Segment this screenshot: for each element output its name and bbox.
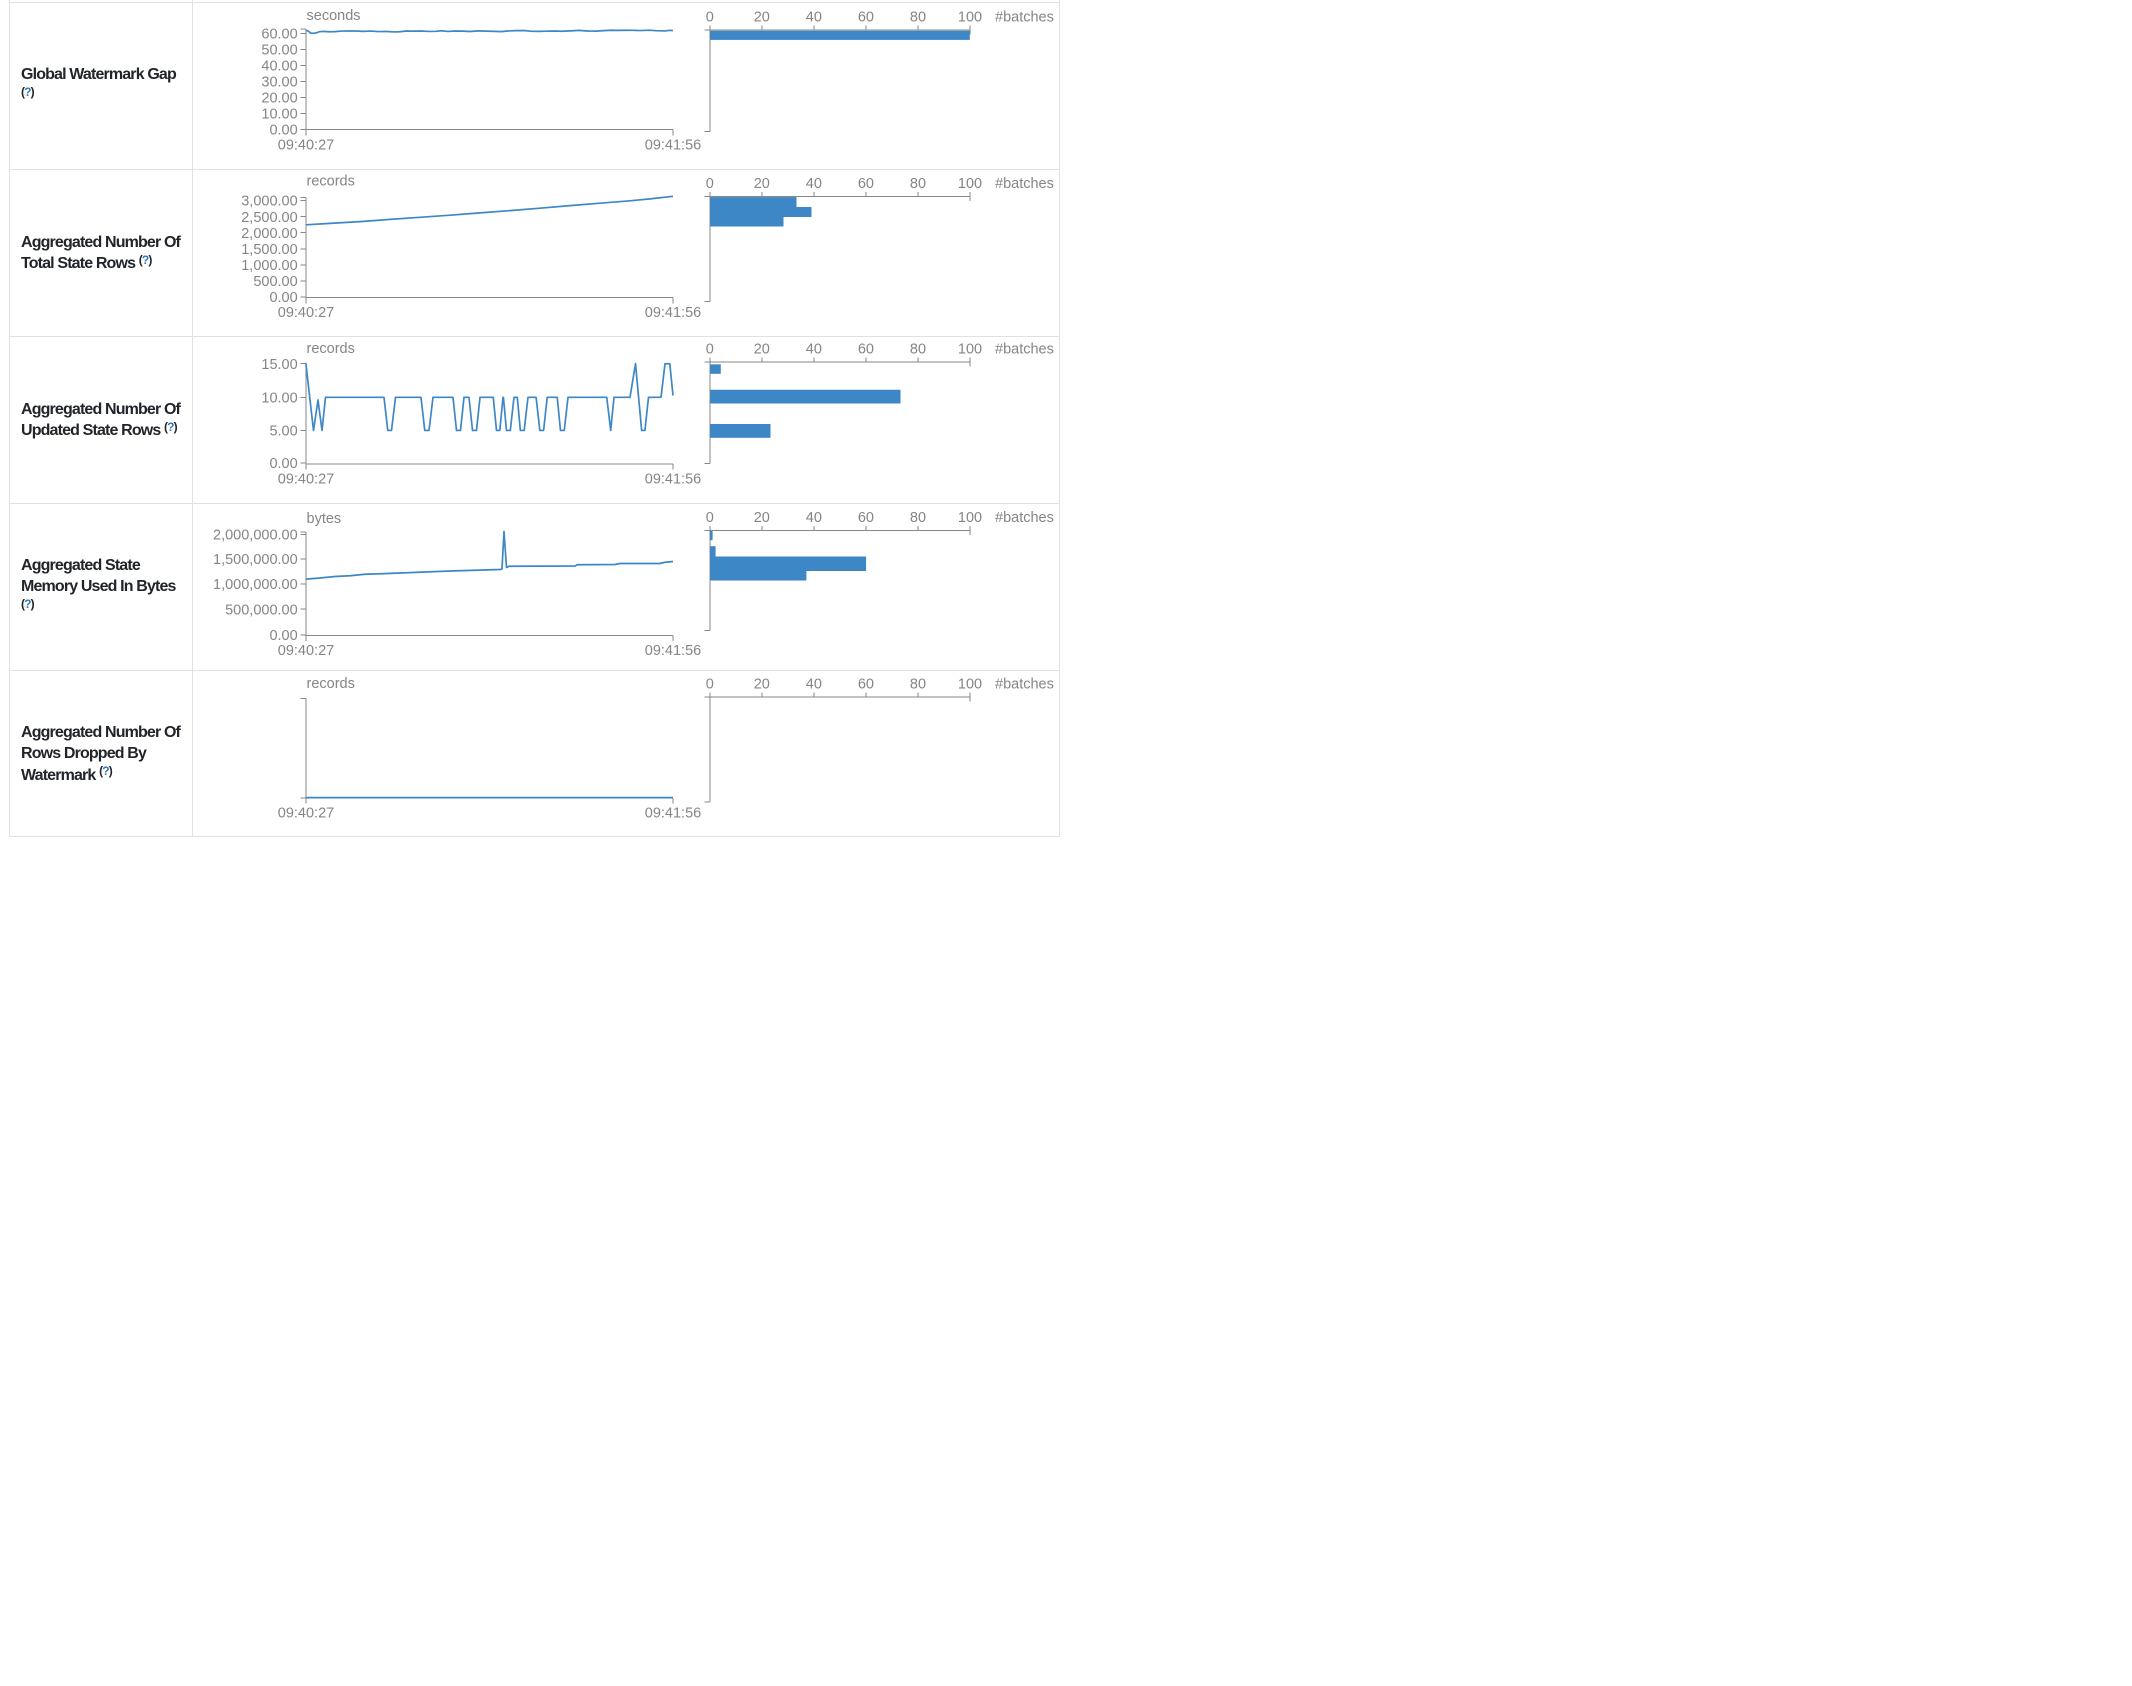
svg-text:0: 0	[706, 677, 714, 693]
svg-text:1,500,000.00: 1,500,000.00	[213, 552, 298, 568]
svg-text:20.00: 20.00	[261, 91, 297, 107]
svg-text:0.00: 0.00	[269, 290, 297, 306]
svg-text:0: 0	[706, 342, 714, 358]
svg-text:500.00: 500.00	[253, 274, 297, 290]
svg-text:40: 40	[806, 677, 822, 693]
svg-text:records: records	[307, 676, 355, 692]
svg-text:0: 0	[706, 510, 714, 526]
svg-text:20: 20	[754, 342, 770, 358]
svg-text:#batches: #batches	[995, 342, 1054, 358]
svg-text:100: 100	[958, 510, 982, 526]
svg-text:09:40:27: 09:40:27	[278, 643, 334, 659]
svg-text:2,000,000.00: 2,000,000.00	[213, 527, 298, 543]
svg-text:40: 40	[806, 342, 822, 358]
svg-text:60: 60	[858, 176, 874, 192]
svg-text:0.00: 0.00	[269, 628, 297, 644]
svg-text:1,500.00: 1,500.00	[241, 242, 297, 258]
svg-text:09:41:56: 09:41:56	[645, 305, 701, 321]
svg-text:bytes: bytes	[307, 511, 342, 527]
svg-text:60: 60	[858, 510, 874, 526]
svg-text:#batches: #batches	[995, 510, 1054, 526]
svg-text:80: 80	[910, 10, 926, 26]
svg-text:40: 40	[806, 176, 822, 192]
svg-text:1,000.00: 1,000.00	[241, 258, 297, 274]
svg-text:0: 0	[706, 10, 714, 26]
svg-text:100: 100	[958, 342, 982, 358]
svg-text:100: 100	[958, 176, 982, 192]
svg-text:0.00: 0.00	[269, 456, 297, 472]
svg-text:records: records	[307, 174, 355, 190]
svg-text:20: 20	[754, 10, 770, 26]
svg-text:09:40:27: 09:40:27	[278, 805, 334, 821]
svg-text:40: 40	[806, 510, 822, 526]
svg-text:10.00: 10.00	[261, 107, 297, 123]
svg-text:2,500.00: 2,500.00	[241, 210, 297, 226]
svg-text:500,000.00: 500,000.00	[225, 602, 298, 618]
svg-text:#batches: #batches	[995, 10, 1054, 26]
svg-text:09:41:56: 09:41:56	[645, 472, 701, 488]
svg-text:60: 60	[858, 10, 874, 26]
svg-text:2,000.00: 2,000.00	[241, 226, 297, 242]
svg-text:40: 40	[806, 10, 822, 26]
svg-text:20: 20	[754, 176, 770, 192]
svg-text:80: 80	[910, 342, 926, 358]
svg-text:records: records	[307, 341, 355, 357]
svg-text:09:40:27: 09:40:27	[278, 305, 334, 321]
svg-text:50.00: 50.00	[261, 43, 297, 59]
svg-text:80: 80	[910, 176, 926, 192]
svg-text:60.00: 60.00	[261, 27, 297, 43]
svg-text:15.00: 15.00	[261, 357, 297, 373]
svg-text:09:40:27: 09:40:27	[278, 138, 334, 154]
svg-text:0.00: 0.00	[269, 123, 297, 139]
svg-text:100: 100	[958, 10, 982, 26]
svg-text:5.00: 5.00	[269, 424, 297, 440]
svg-text:#batches: #batches	[995, 677, 1054, 693]
svg-text:80: 80	[910, 510, 926, 526]
svg-text:20: 20	[754, 510, 770, 526]
svg-text:#batches: #batches	[995, 176, 1054, 192]
svg-text:09:41:56: 09:41:56	[645, 805, 701, 821]
svg-text:100: 100	[958, 677, 982, 693]
svg-text:40.00: 40.00	[261, 59, 297, 75]
svg-text:20: 20	[754, 677, 770, 693]
svg-text:09:40:27: 09:40:27	[278, 472, 334, 488]
svg-text:1,000,000.00: 1,000,000.00	[213, 577, 298, 593]
svg-text:60: 60	[858, 677, 874, 693]
svg-text:seconds: seconds	[307, 8, 361, 24]
svg-text:60: 60	[858, 342, 874, 358]
svg-text:09:41:56: 09:41:56	[645, 643, 701, 659]
svg-text:10.00: 10.00	[261, 390, 297, 406]
svg-text:0: 0	[706, 176, 714, 192]
svg-text:3,000.00: 3,000.00	[241, 194, 297, 210]
svg-text:80: 80	[910, 677, 926, 693]
svg-text:30.00: 30.00	[261, 75, 297, 91]
svg-text:09:41:56: 09:41:56	[645, 138, 701, 154]
